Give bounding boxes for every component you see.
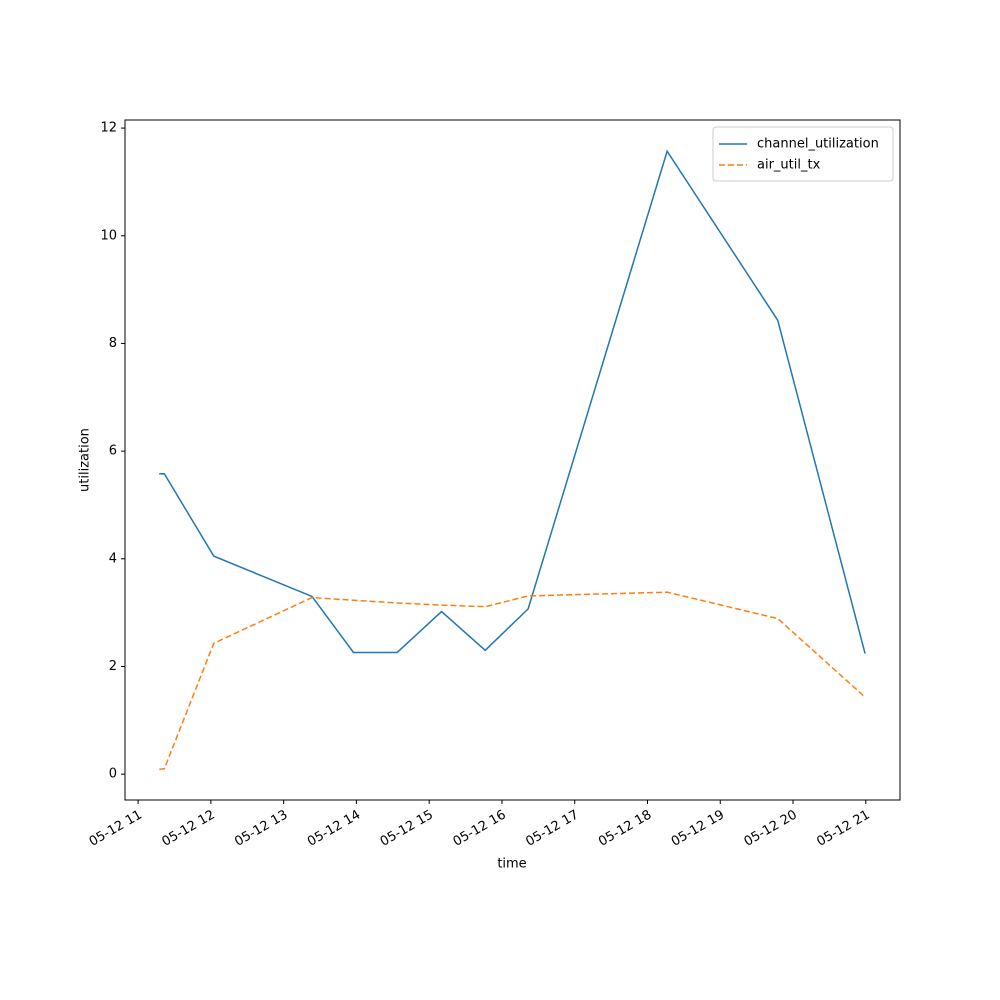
series-line — [159, 591, 866, 771]
legend-label: channel_utilization — [757, 137, 879, 152]
series-line — [159, 149, 866, 654]
x-tick-label: 05-12 16 — [451, 808, 509, 850]
x-tick-label: 05-12 13 — [232, 808, 290, 850]
x-tick-label: 05-12 18 — [596, 808, 654, 850]
legend-label: air_util_tx — [757, 158, 821, 173]
x-tick-label: 05-12 19 — [669, 808, 727, 850]
x-tick-label: 05-12 20 — [742, 808, 800, 850]
y-tick-label: 10 — [100, 228, 117, 243]
x-tick-label: 05-12 21 — [814, 808, 872, 850]
y-tick-label: 2 — [109, 659, 117, 674]
y-tick-label: 4 — [109, 551, 117, 566]
y-tick-label: 0 — [109, 767, 117, 782]
axes-frame — [124, 119, 901, 801]
x-tick-label: 05-12 17 — [523, 808, 581, 850]
x-tick-label: 05-12 11 — [87, 808, 145, 850]
x-tick-label: 05-12 12 — [159, 808, 217, 850]
legend-box — [712, 126, 894, 182]
x-axis-label: time — [497, 857, 526, 872]
x-tick-label: 05-12 15 — [378, 808, 436, 850]
y-tick-label: 6 — [109, 444, 117, 459]
y-axis-label: utilization — [78, 428, 93, 492]
y-tick-label: 12 — [100, 121, 117, 136]
x-tick-label: 05-12 14 — [305, 808, 363, 850]
y-tick-label: 8 — [109, 336, 117, 351]
